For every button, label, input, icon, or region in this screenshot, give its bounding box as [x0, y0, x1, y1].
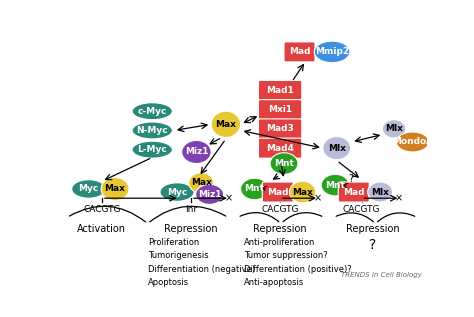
Ellipse shape — [101, 178, 129, 201]
Text: Mlx: Mlx — [328, 144, 346, 153]
Text: MondoA: MondoA — [392, 138, 433, 146]
Text: or: or — [258, 184, 268, 193]
Text: Mnt: Mnt — [274, 159, 294, 168]
Text: L-Myc: L-Myc — [137, 145, 167, 154]
Ellipse shape — [132, 141, 173, 158]
FancyBboxPatch shape — [262, 182, 293, 202]
Ellipse shape — [160, 183, 194, 201]
Text: Mmip2: Mmip2 — [315, 48, 349, 56]
Ellipse shape — [132, 103, 173, 120]
Text: Proliferation
Tumorigenesis
Differentiation (negative)
Apoptosis: Proliferation Tumorigenesis Differentiat… — [148, 238, 255, 287]
Ellipse shape — [368, 182, 392, 202]
Ellipse shape — [241, 178, 268, 200]
Text: $\times$: $\times$ — [313, 193, 322, 204]
Text: Repression: Repression — [164, 224, 218, 234]
Ellipse shape — [314, 41, 350, 63]
Text: Myc: Myc — [167, 188, 187, 197]
FancyBboxPatch shape — [338, 182, 369, 202]
Text: Mad: Mad — [289, 48, 310, 56]
Text: Mnt: Mnt — [245, 184, 264, 193]
Ellipse shape — [321, 174, 349, 196]
Text: Mad: Mad — [343, 188, 365, 197]
Ellipse shape — [396, 132, 429, 152]
Text: or: or — [339, 181, 348, 190]
Text: CACGTG: CACGTG — [261, 205, 299, 214]
Text: Repression: Repression — [346, 224, 400, 234]
Text: Mxi1: Mxi1 — [268, 105, 292, 114]
Text: $\times$: $\times$ — [224, 193, 233, 204]
FancyBboxPatch shape — [258, 119, 302, 139]
Text: Max: Max — [292, 188, 313, 197]
Ellipse shape — [182, 140, 211, 164]
Ellipse shape — [290, 181, 316, 203]
Ellipse shape — [323, 137, 351, 160]
Text: Max: Max — [191, 178, 211, 187]
Text: CACGTG: CACGTG — [343, 205, 380, 214]
Text: Max: Max — [216, 120, 237, 129]
Text: Mad1: Mad1 — [266, 86, 294, 95]
Text: TRENDS in Cell Biology: TRENDS in Cell Biology — [341, 272, 422, 278]
Text: Mad3: Mad3 — [266, 124, 294, 133]
Text: Activation: Activation — [77, 224, 127, 234]
Text: Anti-proliferation
Tumor suppression?
Differentiation (positive)?
Anti-apoptosis: Anti-proliferation Tumor suppression? Di… — [244, 238, 351, 287]
FancyBboxPatch shape — [258, 138, 302, 158]
Text: ?: ? — [348, 174, 353, 184]
Ellipse shape — [196, 184, 224, 204]
Ellipse shape — [72, 180, 106, 198]
Text: Mlx: Mlx — [371, 188, 389, 197]
Ellipse shape — [270, 153, 298, 174]
FancyBboxPatch shape — [258, 100, 302, 120]
Text: Miz1: Miz1 — [185, 147, 208, 157]
FancyBboxPatch shape — [284, 42, 315, 62]
Text: Inr: Inr — [185, 205, 197, 214]
Text: $\times$: $\times$ — [394, 193, 403, 204]
Text: Mnt: Mnt — [325, 181, 345, 190]
Text: Mad4: Mad4 — [266, 144, 294, 153]
Ellipse shape — [383, 120, 406, 138]
Text: Mlx: Mlx — [385, 124, 403, 133]
FancyBboxPatch shape — [258, 81, 302, 100]
Text: N-Myc: N-Myc — [137, 126, 168, 135]
Text: Myc: Myc — [79, 184, 99, 193]
Text: Max: Max — [105, 184, 126, 193]
Text: Mad: Mad — [267, 188, 289, 197]
Text: CACGTG: CACGTG — [83, 205, 120, 214]
Ellipse shape — [211, 111, 241, 137]
Text: ?: ? — [370, 238, 377, 252]
Text: Miz1: Miz1 — [198, 190, 221, 199]
Text: c-Myc: c-Myc — [137, 107, 167, 116]
Ellipse shape — [132, 122, 173, 139]
Text: Repression: Repression — [253, 224, 307, 234]
Ellipse shape — [189, 173, 213, 193]
